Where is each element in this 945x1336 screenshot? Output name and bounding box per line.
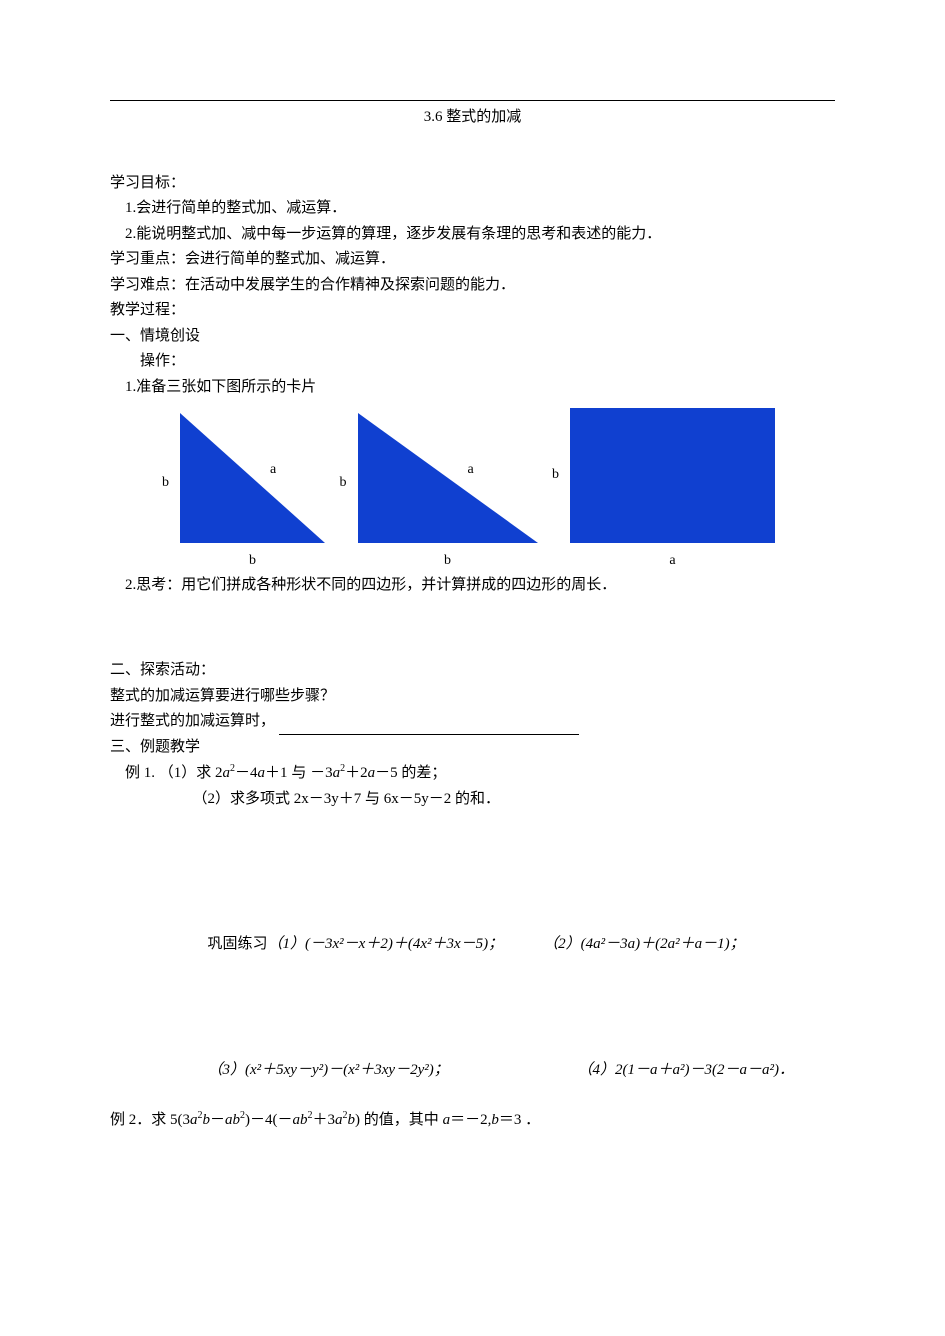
emphasis-text: 会进行简单的整式加、减运算． bbox=[185, 251, 395, 267]
spacer-3 bbox=[110, 958, 835, 1058]
p1-math: （1）(－3x²－x＋2)＋(4x²＋3x－5)； bbox=[268, 936, 504, 952]
practice-3: （3）(x²＋5xy－y²)－(x²＋3xy－2y²)； bbox=[208, 1058, 538, 1084]
rect-label-a: a bbox=[570, 549, 775, 573]
fill-blank[interactable] bbox=[279, 734, 579, 735]
ex2-suffix: 的值，其中 bbox=[364, 1112, 439, 1128]
practice-label: 巩固练习 bbox=[208, 936, 268, 952]
ex2-cond: a＝－2,b＝3 bbox=[443, 1112, 522, 1128]
ex2-end: ． bbox=[525, 1112, 540, 1128]
practice-4: （4）2(1－a＋a²)－3(2－a－a²)． bbox=[578, 1058, 794, 1084]
triangle-1 bbox=[180, 413, 325, 543]
rect-cell: b bbox=[570, 408, 775, 543]
poly-2: －3a2＋2a－5 bbox=[310, 765, 398, 781]
goals-heading: 学习目标： bbox=[110, 171, 835, 197]
practice-1: 巩固练习（1）(－3x²－x＋2)＋(4x²＋3x－5)； bbox=[208, 932, 504, 958]
step-2: 2.思考：用它们拼成各种形状不同的四边形，并计算拼成的四边形的周长． bbox=[110, 573, 835, 599]
section-1-heading: 一、情境创设 bbox=[110, 324, 835, 350]
tri1-label-a: a bbox=[270, 458, 276, 482]
tri2-label-a: a bbox=[468, 458, 474, 482]
practice-2: （2）(4a²－3a)＋(2a²＋a－1)； bbox=[543, 932, 744, 958]
spacer-1 bbox=[110, 598, 835, 658]
poly-1: 2a2－4a＋1 bbox=[215, 765, 288, 781]
goal-1: 1.会进行简单的整式加、减运算． bbox=[110, 196, 835, 222]
spacer-2 bbox=[110, 812, 835, 932]
ex1-1-suffix: 的差； bbox=[401, 765, 446, 781]
page-title: 3.6 整式的加减 bbox=[110, 105, 835, 131]
ex1-label: 例 1. bbox=[125, 765, 155, 781]
difficulty: 学习难点：在活动中发展学生的合作精神及探索问题的能力． bbox=[110, 273, 835, 299]
rect-svg bbox=[570, 408, 775, 543]
title-text: 整式的加减 bbox=[446, 109, 521, 125]
triangle-1-cell: a b bbox=[180, 413, 325, 543]
tri1-label-b-bottom: b bbox=[180, 549, 325, 573]
section-2-q2: 进行整式的加减运算时， bbox=[110, 709, 835, 735]
example-1: 例 1. （1）求 2a2－4a＋1 与 －3a2＋2a－5 的差； bbox=[110, 760, 835, 787]
operate-label: 操作： bbox=[110, 349, 835, 375]
difficulty-text: 在活动中发展学生的合作精神及探索问题的能力． bbox=[185, 277, 515, 293]
section-2-q1: 整式的加减运算要进行哪些步骤？ bbox=[110, 684, 835, 710]
bottom-labels-row: b b a bbox=[110, 549, 835, 573]
ex1-1-prefix: （1）求 bbox=[159, 765, 212, 781]
tri2-label-b-left: b bbox=[340, 471, 347, 495]
example-2: 例 2．求 5(3a2b－ab2)－4(－ab2＋3a2b) 的值，其中 a＝－… bbox=[110, 1107, 835, 1134]
triangle-2-svg bbox=[358, 413, 538, 543]
tri1-label-b-left: b bbox=[162, 471, 169, 495]
ex2-expr: 5(3a2b－ab2)－4(－ab2＋3a2b) bbox=[170, 1112, 360, 1128]
difficulty-label: 学习难点： bbox=[110, 277, 185, 293]
practice-row-1: 巩固练习（1）(－3x²－x＋2)＋(4x²＋3x－5)； （2）(4a²－3a… bbox=[110, 932, 835, 958]
example-1-2: （2）求多项式 2x－3y＋7 与 6x－5y－2 的和． bbox=[110, 787, 835, 813]
step-1: 1.准备三张如下图所示的卡片 bbox=[110, 375, 835, 401]
ex1-1-mid: 与 bbox=[291, 765, 306, 781]
process-label: 教学过程： bbox=[110, 298, 835, 324]
section-2-heading: 二、探索活动： bbox=[110, 658, 835, 684]
horizontal-rule bbox=[110, 100, 835, 101]
spacer-4 bbox=[110, 1083, 835, 1107]
tri2-label-b-bottom: b bbox=[358, 549, 538, 573]
section-2-q2-prefix: 进行整式的加减运算时， bbox=[110, 713, 275, 729]
emphasis-label: 学习重点： bbox=[110, 251, 185, 267]
shapes-row: a b a b b bbox=[110, 400, 835, 549]
triangle-1-svg bbox=[180, 413, 325, 543]
triangle-2-cell: a b bbox=[358, 413, 538, 543]
triangle-2 bbox=[358, 413, 538, 543]
ex2-label: 例 2．求 bbox=[110, 1112, 166, 1128]
practice-row-2: （3）(x²＋5xy－y²)－(x²＋3xy－2y²)； （4）2(1－a＋a²… bbox=[110, 1058, 835, 1084]
section-3-heading: 三、例题教学 bbox=[110, 735, 835, 761]
rect-label-b: b bbox=[552, 463, 559, 487]
rectangle bbox=[570, 408, 775, 543]
goal-2: 2.能说明整式加、减中每一步运算的算理，逐步发展有条理的思考和表述的能力． bbox=[110, 222, 835, 248]
emphasis: 学习重点：会进行简单的整式加、减运算． bbox=[110, 247, 835, 273]
section-number: 3.6 bbox=[424, 109, 443, 125]
